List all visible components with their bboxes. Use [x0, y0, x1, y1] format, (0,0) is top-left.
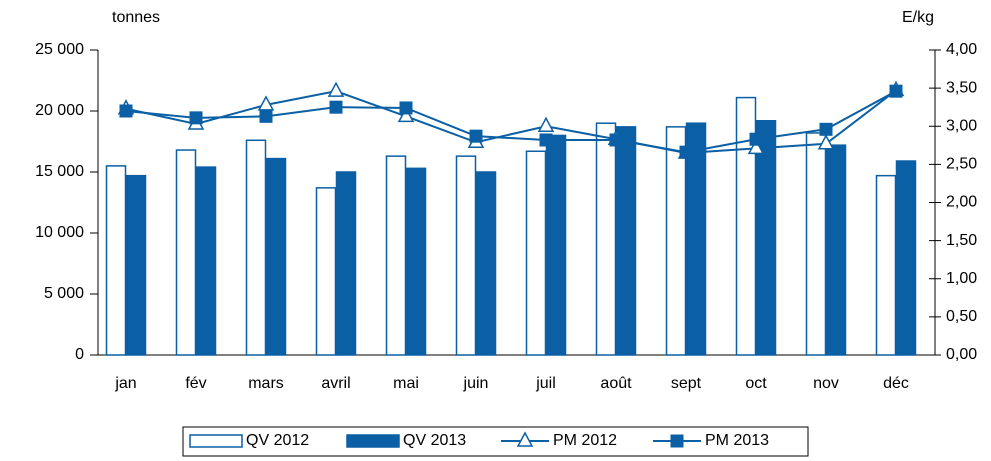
legend-label: PM 2012 [553, 432, 617, 449]
line-marker [469, 129, 483, 143]
line-marker [537, 116, 555, 132]
y2-tick-label: 2,50 [946, 156, 977, 173]
line-marker [399, 101, 413, 115]
bar [805, 132, 827, 356]
legend-marker [516, 431, 534, 447]
legend-label: PM 2013 [705, 432, 769, 449]
line-marker [119, 104, 133, 118]
x-tick-label: jan [114, 375, 136, 392]
bar [545, 134, 567, 356]
line-marker [327, 81, 345, 97]
y-tick-label: 15 000 [35, 163, 84, 180]
x-tick-label: sept [671, 375, 702, 392]
y-tick-label: 20 000 [35, 102, 84, 119]
y-tick-label: 0 [75, 346, 84, 363]
bar [265, 157, 287, 356]
line-marker [259, 109, 273, 123]
line [125, 90, 897, 154]
y2-tick-label: 3,50 [946, 79, 977, 96]
bar [245, 139, 267, 356]
x-tick-label: juin [463, 375, 489, 392]
bar [175, 149, 197, 356]
bar [755, 120, 777, 356]
bar [455, 155, 477, 356]
y2-tick-label: 2,00 [946, 194, 977, 211]
x-tick-label: oct [745, 375, 767, 392]
y-tick-label: 25 000 [35, 41, 84, 58]
y2-tick-label: 0,50 [946, 308, 977, 325]
bar [105, 165, 127, 356]
line-marker [609, 133, 623, 147]
x-tick-label: juil [535, 375, 556, 392]
bar [825, 144, 847, 356]
legend-swatch [189, 434, 243, 448]
bar [735, 96, 757, 356]
bar [615, 126, 637, 356]
x-tick-label: mai [393, 375, 419, 392]
y-tick-label: 5 000 [44, 285, 84, 302]
bar [665, 126, 687, 356]
legend-label: QV 2012 [246, 432, 309, 449]
bar [685, 122, 707, 356]
line-marker [817, 134, 835, 150]
line-marker [329, 100, 343, 114]
legend-label: QV 2013 [403, 432, 466, 449]
line [125, 89, 897, 154]
line-marker [539, 133, 553, 147]
bar [405, 167, 427, 356]
bar [895, 160, 917, 356]
line-marker [747, 138, 765, 155]
bar [385, 155, 407, 356]
line-marker [889, 84, 903, 98]
x-tick-label: avril [321, 375, 350, 392]
line-marker [397, 106, 415, 123]
line-marker [679, 145, 693, 159]
y2-tick-label: 1,00 [946, 270, 977, 287]
bar [195, 166, 217, 356]
bar [875, 174, 897, 356]
x-tick-label: déc [883, 375, 909, 392]
x-tick-label: fév [185, 375, 206, 392]
y2-tick-label: 3,00 [946, 117, 977, 134]
bar [125, 174, 147, 356]
line-marker [819, 122, 833, 136]
bar [525, 150, 547, 356]
y-tick-label: 10 000 [35, 224, 84, 241]
bar [475, 171, 497, 356]
legend-marker [670, 434, 684, 448]
y-axis-title: tonnes [112, 9, 160, 26]
legend-swatch [346, 434, 400, 448]
y2-tick-label: 4,00 [946, 41, 977, 58]
bar [335, 171, 357, 356]
bar [315, 187, 337, 356]
y2-tick-label: 0,00 [946, 346, 977, 363]
bar [595, 122, 617, 356]
line-marker [189, 111, 203, 125]
legend-box [182, 426, 809, 457]
x-tick-label: mars [248, 375, 284, 392]
line-marker [749, 132, 763, 146]
y2-tick-label: 1,50 [946, 232, 977, 249]
x-tick-label: août [600, 375, 632, 392]
y2-axis-title: E/kg [902, 9, 934, 26]
x-tick-label: nov [813, 375, 839, 392]
